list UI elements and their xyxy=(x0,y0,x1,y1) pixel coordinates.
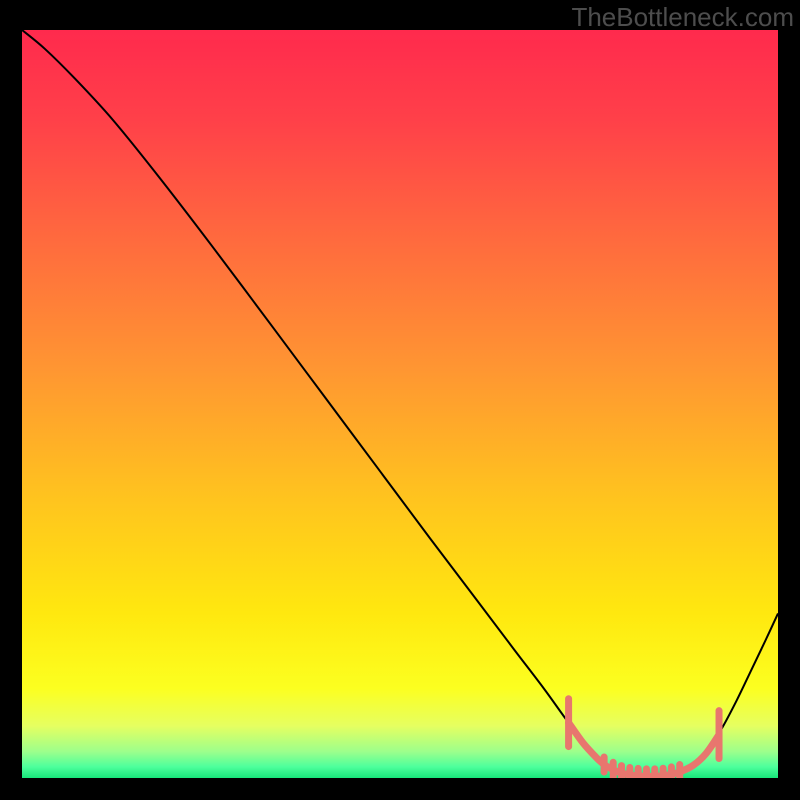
plot-area xyxy=(22,30,778,778)
gradient-background xyxy=(22,30,778,778)
chart-root: TheBottleneck.com xyxy=(0,0,800,800)
watermark-text: TheBottleneck.com xyxy=(571,2,794,33)
bottleneck-chart xyxy=(22,30,778,778)
